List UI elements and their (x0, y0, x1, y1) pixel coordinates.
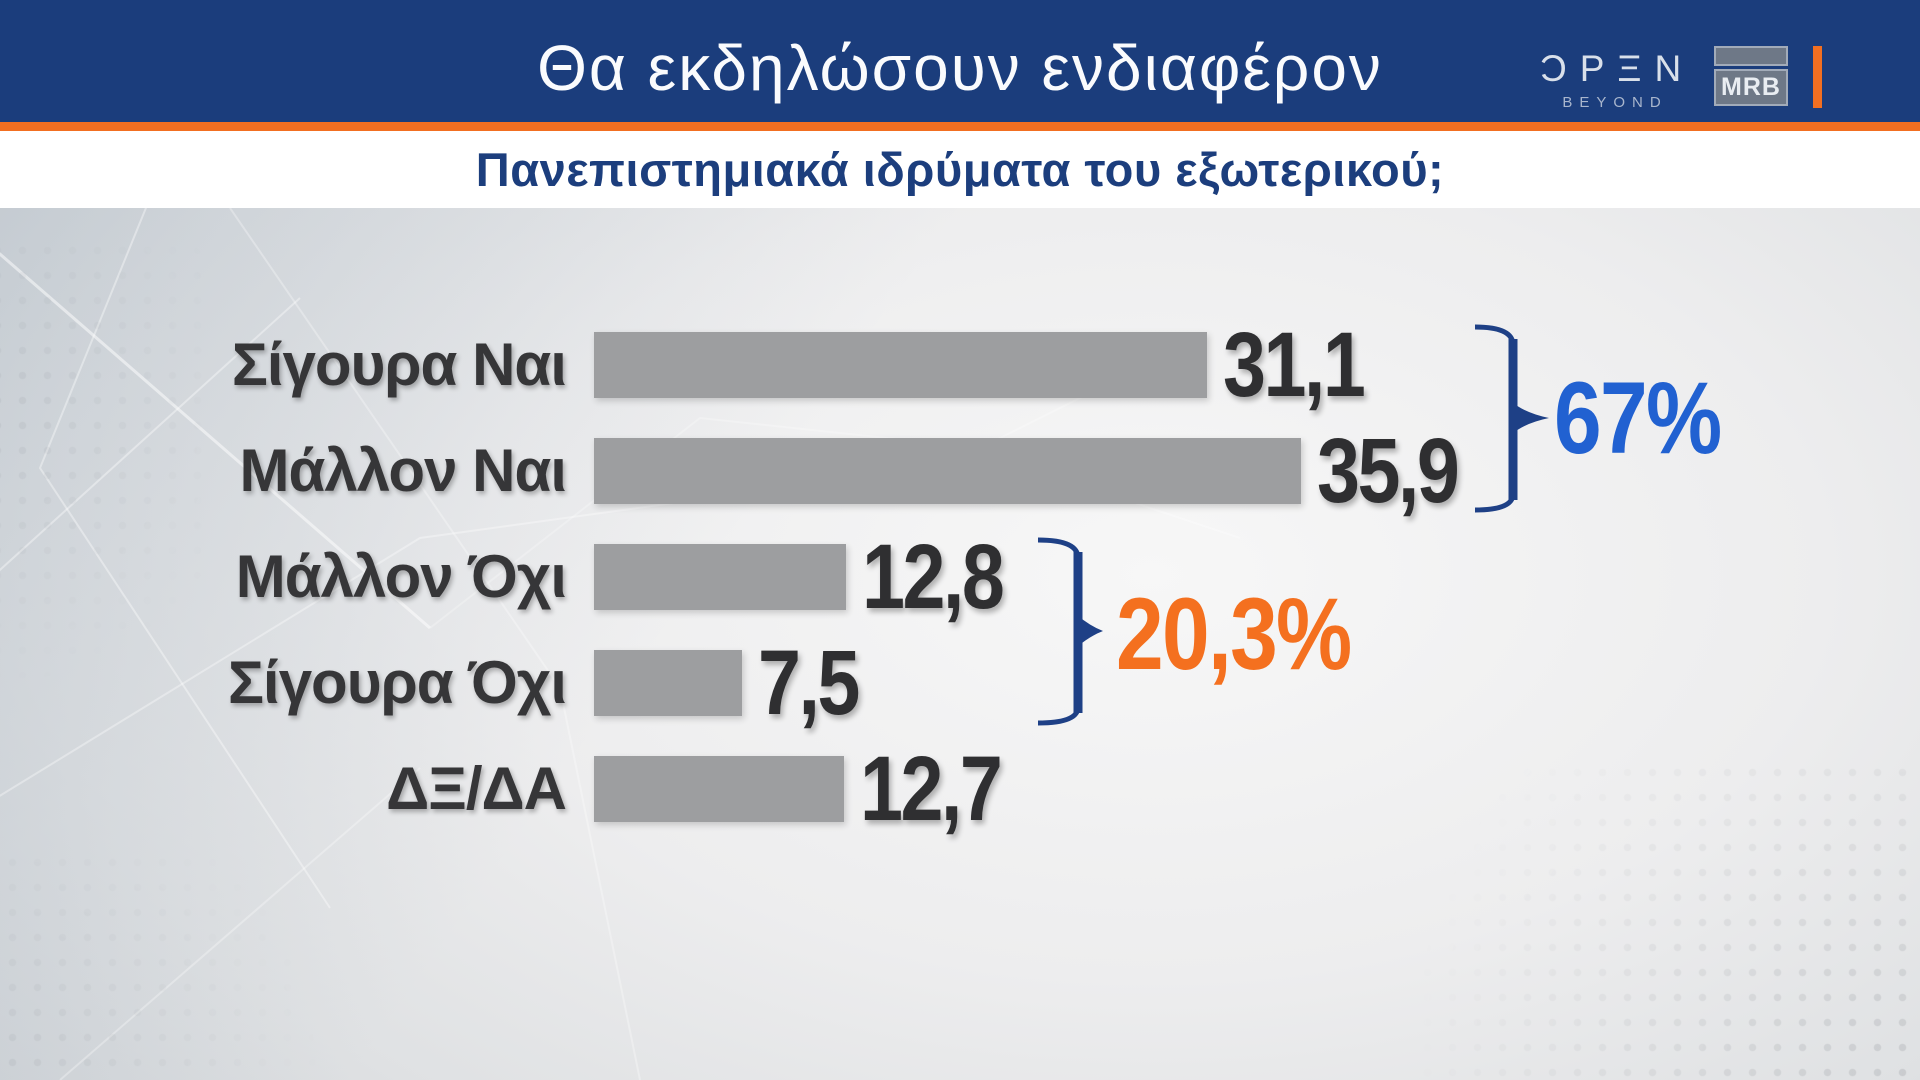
open-logo-wordmark: ƆPΞN (1540, 48, 1695, 89)
value-label: 7,5 (758, 632, 860, 734)
dot-texture-bottom-right (1340, 760, 1920, 1080)
value-label: 12,8 (862, 526, 1005, 628)
brace-yes-group (1474, 324, 1549, 513)
chart-area: Σίγουρα Ναι 31,1 Μάλλον Ναι 35,9 Μάλλον Όχι 1… (0, 208, 1920, 1080)
value-label: 35,9 (1317, 420, 1460, 522)
chart-subtitle: Πανεπιστημιακά ιδρύματα του εξωτερικού; (475, 143, 1445, 196)
category-label: Σίγουρα Όχι (228, 649, 567, 716)
value-bar (594, 332, 1207, 398)
subtitle-band: Πανεπιστημιακά ιδρύματα του εξωτερικού; (0, 131, 1920, 208)
open-logo-tagline: BEYOND (1562, 94, 1668, 111)
page-title: Θα εκδηλώσουν ενδιαφέρον (537, 32, 1383, 104)
group-total-yes: 67% (1554, 361, 1722, 475)
dot-texture-left (0, 238, 215, 678)
category-label: Μάλλον Όχι (235, 543, 567, 610)
category-label: ΔΞ/ΔΑ (386, 755, 567, 822)
value-bar (594, 438, 1301, 504)
accent-divider (0, 122, 1920, 131)
brace-no-group (1037, 537, 1103, 726)
value-label: 31,1 (1223, 314, 1366, 416)
open-channel-logo: ƆPΞN BEYOND (1540, 50, 1690, 111)
mrb-logo-label: MRB (1721, 73, 1781, 101)
category-label: Σίγουρα Ναι (231, 331, 567, 398)
category-label: Μάλλον Ναι (239, 437, 567, 504)
mrb-logo-top-box (1714, 46, 1788, 66)
orange-tick-decoration (1813, 46, 1822, 108)
value-bar (594, 544, 846, 610)
mrb-logo-main-box: MRB (1714, 69, 1788, 106)
dot-texture-bottom-left (0, 850, 340, 1080)
value-bar (594, 756, 844, 822)
group-total-no: 20,3% (1116, 577, 1352, 691)
value-label: 12,7 (860, 738, 1003, 840)
group-braces (1037, 324, 1549, 726)
mrb-agency-logo: MRB (1714, 46, 1788, 106)
header-bar: Θα εκδηλώσουν ενδιαφέρον ƆPΞN BEYOND MRB (0, 0, 1920, 122)
value-bar (594, 650, 742, 716)
